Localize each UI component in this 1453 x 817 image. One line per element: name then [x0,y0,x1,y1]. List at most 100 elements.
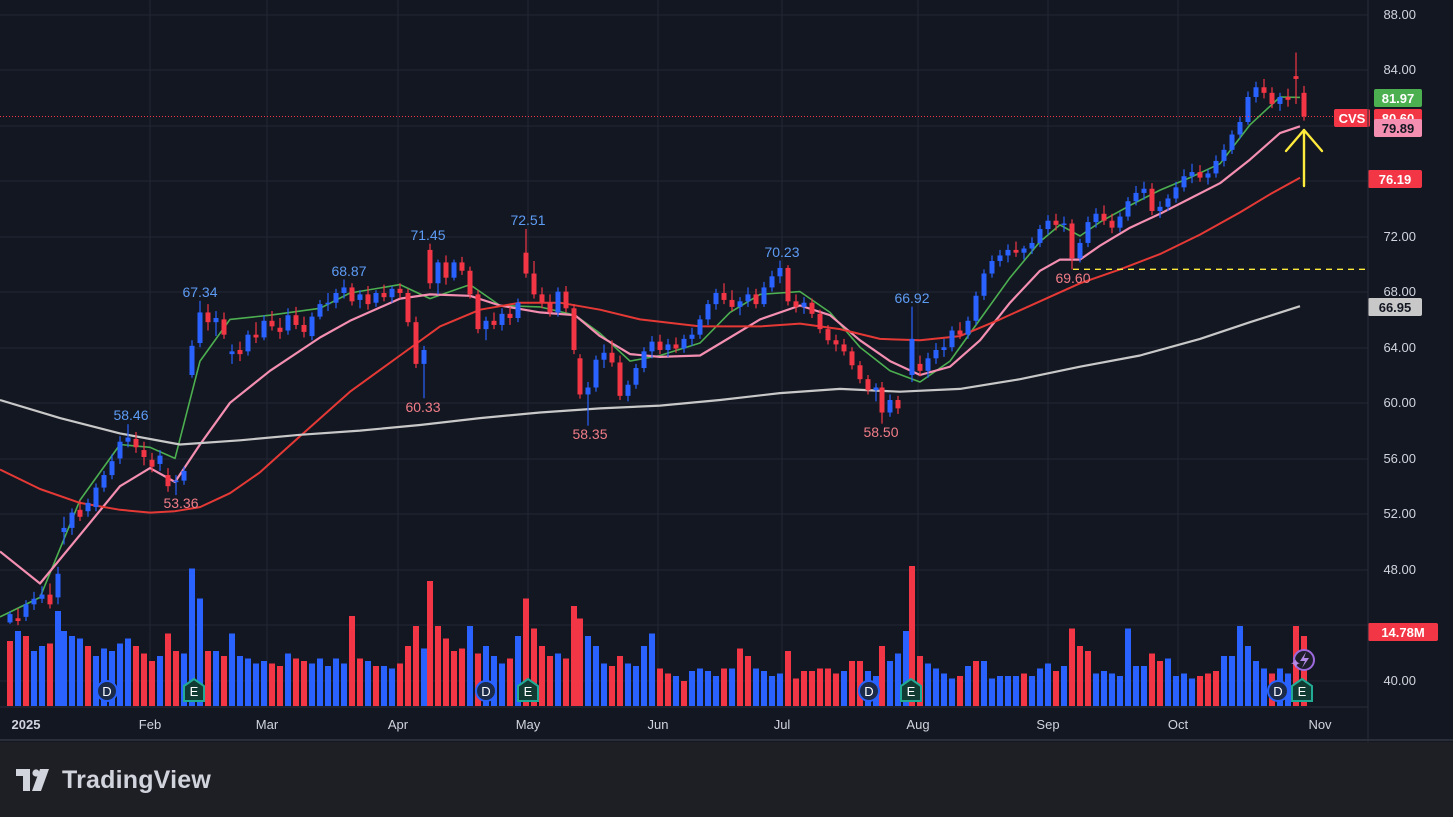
candle [737,297,743,316]
volume-bar [1085,651,1091,706]
candle [507,306,513,325]
volume-bar [133,646,139,706]
volume-bar [117,643,123,706]
earnings-marker-icon[interactable]: E [517,677,539,702]
volume-bar [61,631,67,706]
candle [729,290,735,312]
volume-bar [1261,668,1267,706]
price-extreme-label: 60.33 [405,399,440,415]
tradingview-logo-icon [16,769,49,791]
candle [713,288,719,310]
volume-bar [673,676,679,706]
candle [31,591,37,610]
svg-text:✦: ✦ [1290,656,1301,671]
dividend-marker-icon[interactable]: D [475,680,497,702]
candle [213,311,219,337]
candle [181,466,187,485]
price-extreme-label: 66.92 [894,290,929,306]
price-tag: 14.78M [1368,623,1438,641]
volume-bar [1133,666,1139,706]
candle [689,327,695,346]
tradingview-brand[interactable]: TradingView [16,764,211,796]
volume-bar [309,663,315,706]
volume-bar [1221,656,1227,706]
volume-bar [563,658,569,706]
candle [563,286,569,313]
moving-average-ma_long [0,305,1301,446]
volume-bar [689,671,695,706]
volume-bar [451,651,457,706]
volume-bar [125,638,131,706]
candle [681,334,687,353]
volume-bar [237,656,243,706]
price-chart[interactable]: 58.46 53.36 67.34 68.87 71.45 60.33 72.51 58.35… [0,0,1453,742]
volume-bar [69,636,75,706]
candle [825,324,831,345]
volume-bar [777,673,783,706]
volume-bar [47,643,53,706]
earnings-marker-icon[interactable]: E [183,677,205,702]
volume-bar [753,668,759,706]
volume-bar [917,656,923,706]
svg-text:D: D [102,684,111,699]
volume-bar [357,658,363,706]
candle [261,315,267,341]
volume-bar [285,653,291,706]
candle [1069,219,1075,270]
dividend-marker-icon[interactable]: D [96,680,118,702]
volume-bar [617,656,623,706]
volume-bar [1205,673,1211,706]
volume-bar [293,658,299,706]
candle [269,311,275,331]
volume-bar [197,598,203,706]
volume-bar [555,653,561,706]
dividend-marker-icon[interactable]: D [1267,680,1289,702]
candle [973,291,979,325]
candle [1277,92,1283,111]
y-tick-label: 72.00 [1383,229,1416,244]
dividend-marker-icon[interactable]: D [858,680,880,702]
candle [157,450,163,471]
volume-bar [1117,676,1123,706]
volume-bar [841,671,847,706]
x-tick-label: Mar [256,717,279,732]
moving-average-ma_slow [0,176,1301,514]
volume-bar [261,661,267,706]
candle [237,341,243,362]
volume-bar [149,661,155,706]
candle [865,375,871,395]
candle [879,381,885,424]
candle [39,586,45,603]
volume-bar [997,676,1003,706]
moving-average-ma_mid [0,125,1301,585]
candle [349,283,355,306]
volume-bar [539,646,545,706]
volume-bar [633,666,639,706]
volume-bar [825,668,831,706]
candle [547,294,553,317]
volume-bar [833,673,839,706]
lightning-icon[interactable]: ✦ [1290,649,1315,671]
candle [499,308,505,331]
earnings-marker-icon[interactable]: E [1291,677,1313,702]
candle [491,312,497,330]
candle [443,255,449,285]
earnings-marker-icon[interactable]: E [900,677,922,702]
volume-bar [157,656,163,706]
candle [1093,208,1099,228]
candle [673,337,679,353]
candle [721,283,727,305]
price-tag: CVS [1334,109,1370,127]
candle [333,288,339,309]
volume-bar [389,668,395,706]
candle [7,611,13,624]
y-tick-label: 40.00 [1383,673,1416,688]
candle [705,299,711,325]
candle [1213,155,1219,178]
volume-bar [213,651,219,706]
volume-bar [341,663,347,706]
x-tick-label: Apr [388,717,409,732]
candle [1029,237,1035,255]
candle [205,304,211,331]
volume-bar [1189,678,1195,706]
